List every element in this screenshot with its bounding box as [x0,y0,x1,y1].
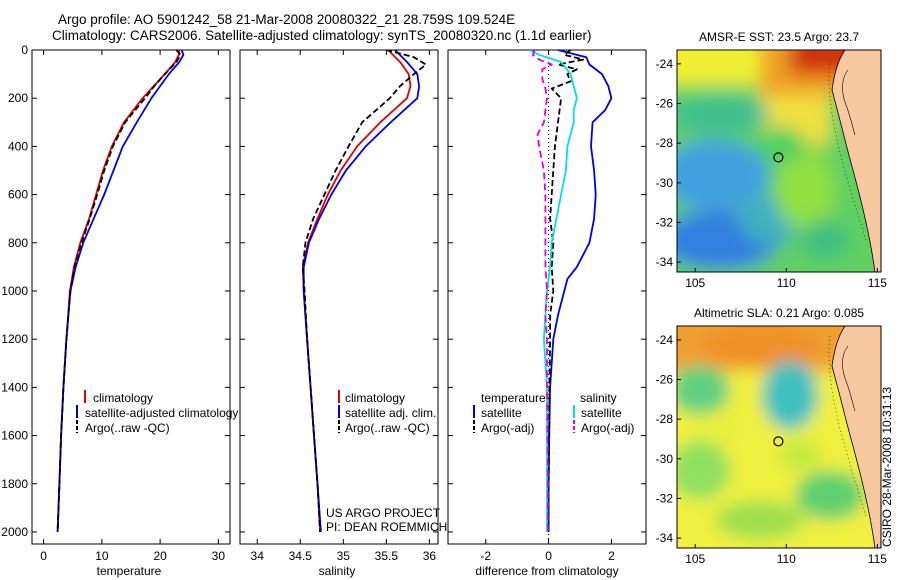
map-x-tick-label: 105 [685,552,705,566]
sla-map-title: Altimetric SLA: 0.21 Argo: 0.085 [694,306,864,320]
land-mass [831,326,881,548]
map-x-tick-label: 115 [868,276,887,290]
map-y-tick-label: -30 [656,176,674,190]
temperature-panel: 0 10 20 30 0 200 400 600 800 1000 1200 1400 1600 1800… [1,43,238,578]
legend-label-climatology: climatology [93,391,153,405]
legend-label-argo: Argo(..raw -QC) [85,421,170,435]
map-y-tick-label: -28 [656,136,674,150]
salinity-panel: 34 34.5 35 35.5 36 salinity climatology sate… [239,49,447,578]
y-tick-label: 1200 [1,332,28,346]
temperature-legend: climatology satellite-adjusted climatolo… [76,390,238,435]
salinity-legend: climatology satellite adj. clim. Argo(..… [338,390,436,435]
map-y-tick-label: -30 [656,452,674,466]
x-tick-label: 34.5 [289,549,313,563]
title-line-1: Argo profile: AO 5901242_58 21-Mar-2008 … [58,12,516,27]
map-x-tick-label: 110 [777,276,796,290]
pi-label: PI: DEAN ROEMMICH [326,520,447,534]
map-y-tick-label: -32 [656,215,674,229]
legend-label-temp-satellite: satellite [481,406,522,420]
y-tick-label: 1400 [1,380,28,394]
temperature-xlabel: temperature [97,564,162,578]
legend-label-satellite: satellite-adjusted climatology [85,406,238,420]
map-y-tick-label: -24 [656,57,674,71]
x-tick-label: 10 [95,549,109,563]
x-tick-label: 30 [212,549,226,563]
difference-panel: -2 0 2 difference from climatology tempera… [447,49,647,578]
map-y-tick-label: -26 [656,373,674,387]
legend-label-sal-argo: Argo(-adj) [581,421,634,435]
difference-xlabel: difference from climatology [475,564,618,578]
argo-position-marker [773,152,784,163]
series-line-argo-raw-qc- [301,50,427,533]
argo-position-marker [773,436,784,447]
bathymetry-contour [842,345,856,412]
map-y-tick-label: -34 [656,531,674,545]
temperature-axes-box [31,49,231,545]
timestamp-label: CSIRO 28-Mar-2008 10:31:13 [880,387,894,547]
legend-label-climatology: climatology [345,391,405,405]
bathymetry-contour [828,335,867,517]
y-tick-label: 800 [8,236,28,250]
series-line-temperature-argo-adj- [547,50,584,532]
difference-legend: temperature salinity satellite Argo(-adj… [473,391,634,435]
y-tick-label: 1000 [1,284,28,298]
series-line-satellite-adjusted-climatology [56,50,185,533]
y-tick-label: 0 [21,43,28,57]
map-x-tick-label: 115 [868,552,887,566]
x-tick-label: 34 [251,549,265,563]
title-line-2: Climatology: CARS2006. Satellite-adjuste… [52,28,592,43]
series-line-salinity-satellite [529,50,578,532]
y-tick-label: 600 [8,188,28,202]
x-tick-label: 35.5 [375,549,399,563]
map-y-tick-label: -24 [656,333,674,347]
sst-map: AMSR-E SST: 23.5 Argo: 23.7 105 [656,30,888,290]
land-mass [831,50,881,272]
bathymetry-contour [828,59,867,241]
x-tick-label: -2 [480,549,491,563]
legend-label-satellite: satellite adj. clim. [345,406,436,420]
salinity-axes-box [239,49,439,545]
series-line-temperature-satellite [547,50,613,532]
map-y-tick-label: -32 [656,491,674,505]
map-x-tick-label: 105 [685,276,705,290]
legend-label-argo: Argo(..raw -QC) [345,421,430,435]
sst-map-title: AMSR-E SST: 23.5 Argo: 23.7 [699,30,859,44]
x-tick-label: 0 [545,549,552,563]
series-line-salinity-argo-adj- [532,50,553,532]
legend-label-sal-satellite: satellite [581,406,622,420]
legend-title-salinity: salinity [580,391,617,405]
y-tick-label: 1600 [1,429,28,443]
y-tick-label: 200 [8,91,28,105]
x-tick-label: 0 [40,549,47,563]
x-tick-label: 35 [337,549,351,563]
salinity-xlabel: salinity [319,564,356,578]
legend-label-temp-argo: Argo(-adj) [481,421,534,435]
map-y-tick-label: -28 [656,412,674,426]
sst-map-frame [676,49,882,273]
legend-title-temperature: temperature [481,391,546,405]
x-tick-label: 36 [423,549,437,563]
bathymetry-contour [842,69,856,136]
x-tick-label: 2 [608,549,615,563]
map-y-tick-label: -34 [656,255,674,269]
sla-map-frame [676,325,882,549]
project-label: US ARGO PROJECT [326,506,441,520]
y-tick-label: 1800 [1,477,28,491]
map-y-tick-label: -26 [656,97,674,111]
map-x-tick-label: 110 [777,552,796,566]
y-tick-label: 400 [8,139,28,153]
sla-map: Altimetric SLA: 0.21 Argo: 0.085 105 110 1… [656,306,888,566]
series-line-argo-raw-qc- [56,50,182,533]
y-tick-label: 2000 [1,525,28,539]
x-tick-label: 20 [153,549,167,563]
